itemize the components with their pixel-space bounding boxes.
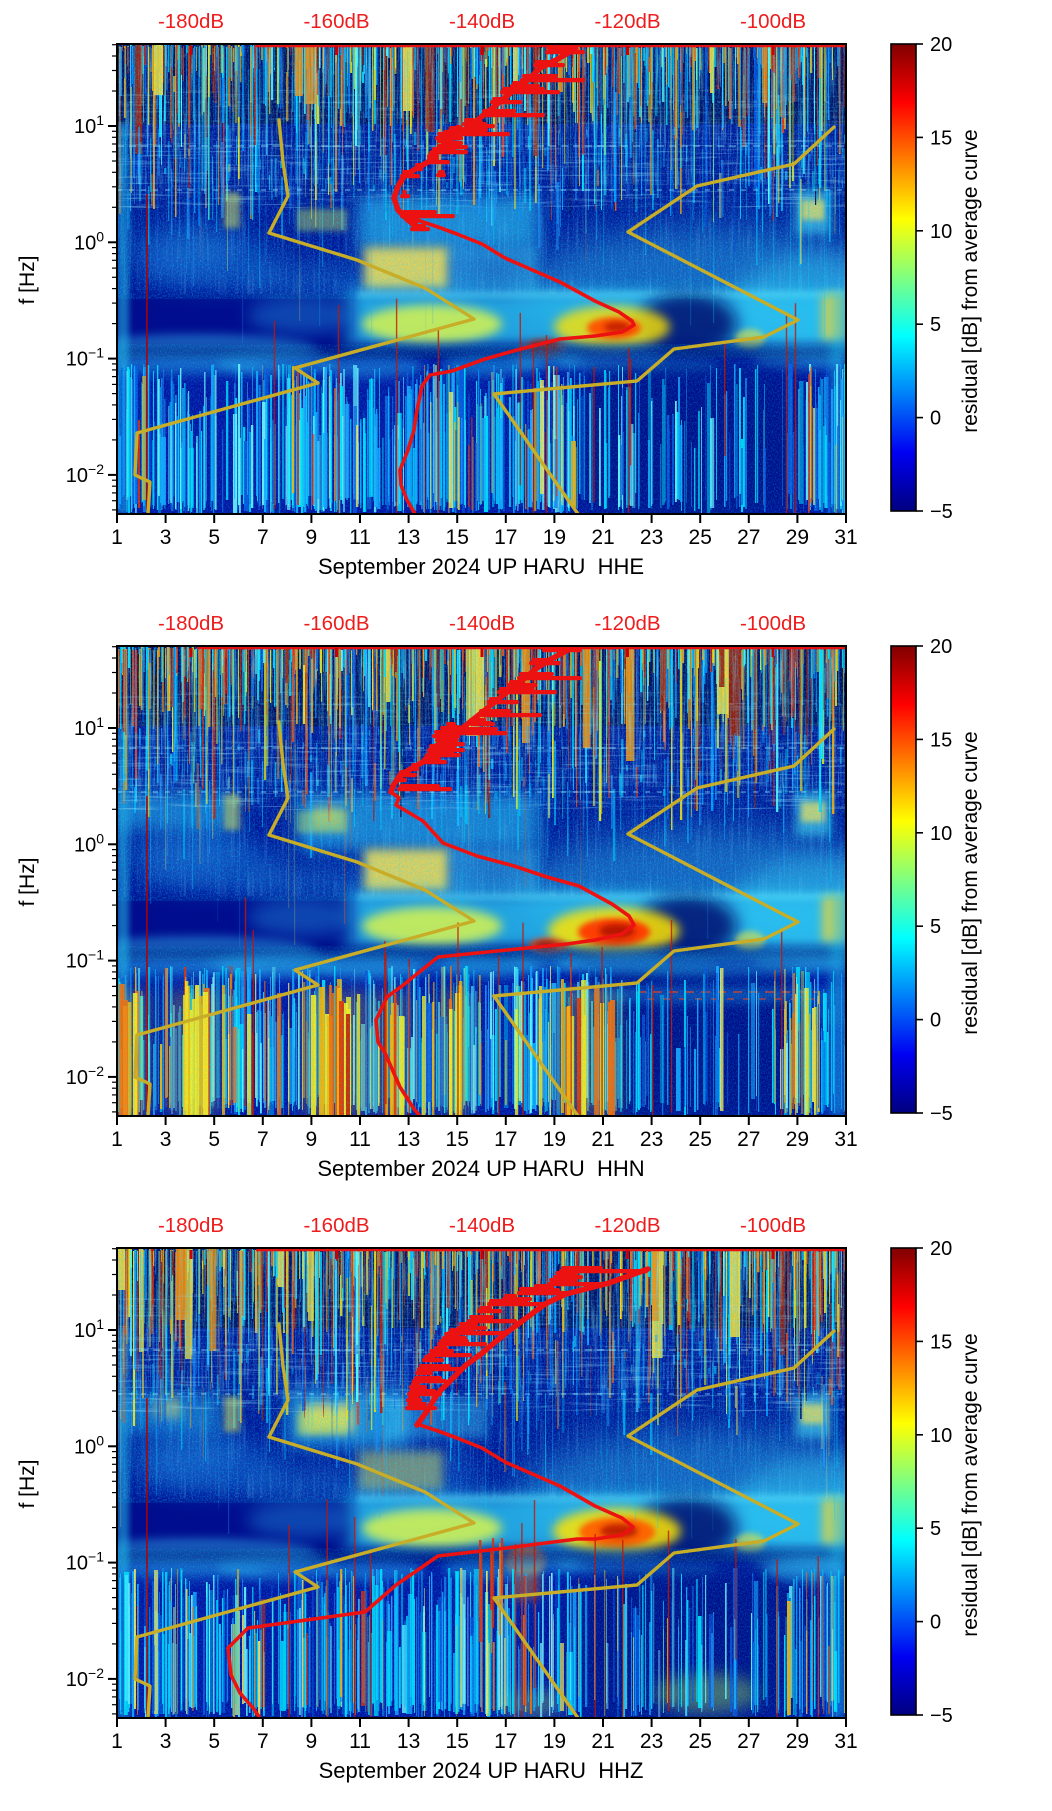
- svg-text:15: 15: [930, 729, 952, 751]
- svg-text:11: 11: [349, 1128, 371, 1151]
- svg-text:17: 17: [494, 526, 517, 549]
- svg-text:3: 3: [160, 1128, 172, 1151]
- svg-text:19: 19: [543, 526, 566, 549]
- svg-text:15: 15: [446, 526, 469, 549]
- svg-text:25: 25: [689, 526, 712, 549]
- svg-text:f [Hz]: f [Hz]: [16, 857, 39, 906]
- svg-text:11: 11: [349, 526, 371, 549]
- svg-text:27: 27: [737, 1128, 760, 1151]
- svg-text:7: 7: [257, 1128, 269, 1151]
- svg-text:0: 0: [930, 1010, 941, 1032]
- svg-text:residual [dB] from average cur: residual [dB] from average curve: [959, 731, 982, 1034]
- svg-text:-160dB: -160dB: [303, 10, 369, 33]
- svg-text:19: 19: [543, 1128, 566, 1151]
- svg-text:21: 21: [591, 526, 614, 549]
- svg-text:31: 31: [834, 526, 857, 549]
- svg-text:9: 9: [306, 1128, 318, 1151]
- svg-text:September 2024 UP HARU HHE: September 2024 UP HARU HHE: [318, 554, 644, 579]
- svg-text:-140dB: -140dB: [449, 10, 515, 33]
- svg-text:-180dB: -180dB: [158, 612, 224, 635]
- svg-text:-140dB: -140dB: [449, 612, 515, 635]
- svg-text:-180dB: -180dB: [158, 10, 224, 33]
- svg-text:-120dB: -120dB: [594, 612, 660, 635]
- svg-text:September 2024 UP HARU HHN: September 2024 UP HARU HHN: [317, 1156, 644, 1181]
- svg-text:residual [dB] from average cur: residual [dB] from average curve: [959, 129, 982, 432]
- svg-text:23: 23: [640, 526, 663, 549]
- svg-text:13: 13: [397, 526, 420, 549]
- svg-text:7: 7: [257, 526, 269, 549]
- svg-text:17: 17: [494, 1128, 517, 1151]
- svg-text:-100dB: -100dB: [740, 10, 806, 33]
- svg-text:f [Hz]: f [Hz]: [16, 255, 39, 304]
- svg-text:-120dB: -120dB: [594, 10, 660, 33]
- svg-text:−5: −5: [930, 1103, 953, 1125]
- svg-text:29: 29: [786, 526, 809, 549]
- svg-text:10: 10: [930, 221, 952, 243]
- svg-text:31: 31: [834, 1128, 857, 1151]
- svg-text:21: 21: [591, 1128, 614, 1151]
- svg-text:1: 1: [111, 526, 123, 549]
- svg-text:5: 5: [930, 916, 941, 938]
- svg-text:15: 15: [446, 1128, 469, 1151]
- svg-text:5: 5: [208, 1128, 220, 1151]
- svg-text:13: 13: [397, 1128, 420, 1151]
- svg-text:−5: −5: [930, 501, 953, 523]
- svg-text:5: 5: [208, 526, 220, 549]
- svg-text:15: 15: [930, 127, 952, 149]
- svg-text:1: 1: [111, 1128, 123, 1151]
- svg-text:5: 5: [930, 314, 941, 336]
- svg-text:0: 0: [930, 408, 941, 430]
- svg-text:10: 10: [930, 823, 952, 845]
- svg-text:3: 3: [160, 526, 172, 549]
- svg-text:9: 9: [306, 526, 318, 549]
- svg-text:23: 23: [640, 1128, 663, 1151]
- svg-text:25: 25: [689, 1128, 712, 1151]
- svg-text:27: 27: [737, 526, 760, 549]
- svg-text:20: 20: [930, 34, 952, 56]
- svg-text:20: 20: [930, 636, 952, 658]
- svg-text:-160dB: -160dB: [303, 612, 369, 635]
- svg-text:29: 29: [786, 1128, 809, 1151]
- svg-text:-100dB: -100dB: [740, 612, 806, 635]
